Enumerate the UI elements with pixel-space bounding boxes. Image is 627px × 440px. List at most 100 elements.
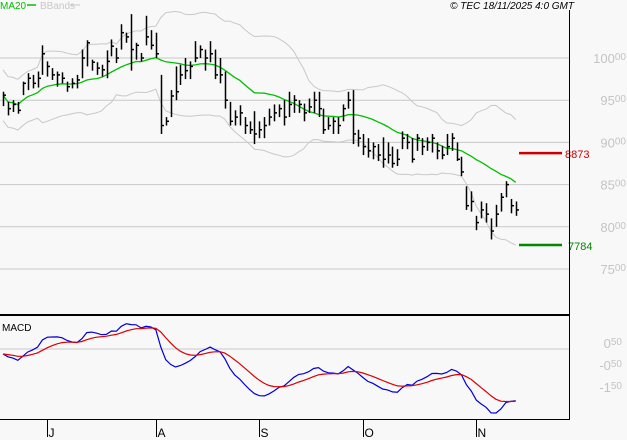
price-bar [460, 156, 464, 177]
price-bar [293, 95, 297, 113]
price-bar [17, 101, 21, 114]
price-bar [451, 133, 455, 151]
price-levels: 8873 7784 [519, 149, 592, 253]
copyright-timestamp: © TEC 18/11/2025 4:0 GMT [450, 1, 575, 12]
price-bar [505, 181, 509, 198]
price-bar [495, 204, 499, 227]
price-bar [322, 108, 326, 134]
price-bar [145, 15, 149, 46]
price-bar [470, 191, 474, 212]
price-bar [140, 52, 144, 62]
price-bar [101, 64, 105, 77]
price-bar [357, 129, 361, 147]
price-bar [51, 68, 55, 80]
price-bar [332, 117, 336, 134]
price-bar [372, 142, 376, 160]
month-label: A [158, 426, 166, 440]
y-tick-label: 8000 [600, 220, 626, 235]
price-bar [347, 91, 351, 109]
price-bars [2, 14, 519, 240]
price-bar [2, 91, 6, 107]
price-bar [76, 74, 80, 89]
price-bar [313, 91, 317, 113]
price-bar [234, 110, 238, 126]
price-bar [352, 90, 356, 145]
bollinger-bands [2, 10, 517, 246]
price-bar [283, 100, 287, 126]
price-bar [342, 104, 346, 122]
macd-signal-line [2, 327, 516, 403]
price-bar [61, 72, 65, 84]
price-bar [244, 117, 248, 134]
price-bar [71, 78, 75, 89]
price-bar [125, 32, 129, 43]
price-bar [421, 138, 425, 156]
price-bar [490, 218, 494, 240]
price-bar [170, 90, 174, 118]
price-bar [391, 146, 395, 168]
price-bar [27, 73, 31, 91]
price-bar [362, 133, 366, 156]
price-bar [288, 91, 292, 118]
price-bar [160, 74, 164, 134]
price-bar [214, 49, 218, 80]
y-tick-label: 10000 [593, 51, 626, 66]
price-bar [120, 24, 124, 50]
bband-lower [2, 88, 516, 246]
price-bar [377, 144, 381, 161]
price-bar [96, 62, 100, 75]
price-bar [411, 138, 415, 163]
macd-line [2, 323, 516, 414]
price-bar [426, 137, 430, 151]
price-bar [46, 61, 50, 77]
price-bar [37, 71, 41, 88]
y-tick-label: 9000 [600, 135, 626, 150]
price-axis: 10000 9500 9000 8500 8000 7500 [593, 51, 626, 277]
price-bar [194, 41, 198, 63]
price-bar [7, 101, 11, 116]
macd-tick-label: -050 [599, 358, 622, 373]
price-bar [199, 45, 203, 58]
price-bar [179, 64, 183, 86]
legend: MA20 BBands [0, 1, 80, 12]
ma20 [2, 57, 517, 183]
y-tick-label: 7500 [600, 262, 626, 277]
month-label: O [365, 426, 374, 440]
price-bar [81, 49, 85, 79]
month-label: N [478, 426, 487, 440]
price-bar [268, 108, 272, 126]
price-bar [150, 30, 154, 50]
price-bar [416, 133, 420, 151]
legend-ma20: MA20 [0, 1, 27, 12]
price-bar [86, 40, 90, 67]
level-label: 7784 [568, 241, 592, 253]
price-bar [406, 133, 410, 150]
macd-tick-label: -150 [599, 380, 622, 395]
price-bar [382, 137, 386, 168]
price-bar [387, 142, 391, 164]
price-bar [258, 121, 262, 139]
ma20-line [2, 57, 517, 183]
price-bar [396, 149, 400, 167]
price-bar [263, 117, 267, 139]
price-bar [12, 100, 16, 113]
price-bar [327, 117, 331, 130]
price-bar [456, 142, 460, 161]
level-label: 8873 [565, 149, 589, 161]
price-bar [130, 14, 134, 71]
price-bar [510, 198, 514, 214]
price-bar [229, 101, 233, 126]
price-bar [401, 131, 405, 150]
price-bar [367, 138, 371, 158]
price-bar [106, 50, 110, 79]
price-bar [308, 98, 312, 113]
macd-title: MACD [2, 323, 31, 334]
price-grid [0, 57, 569, 270]
price-bar [298, 100, 302, 113]
price-bar [318, 91, 322, 118]
price-bar [165, 117, 169, 126]
price-bar [337, 117, 341, 134]
price-bar [110, 39, 114, 57]
price-bar [224, 71, 228, 109]
